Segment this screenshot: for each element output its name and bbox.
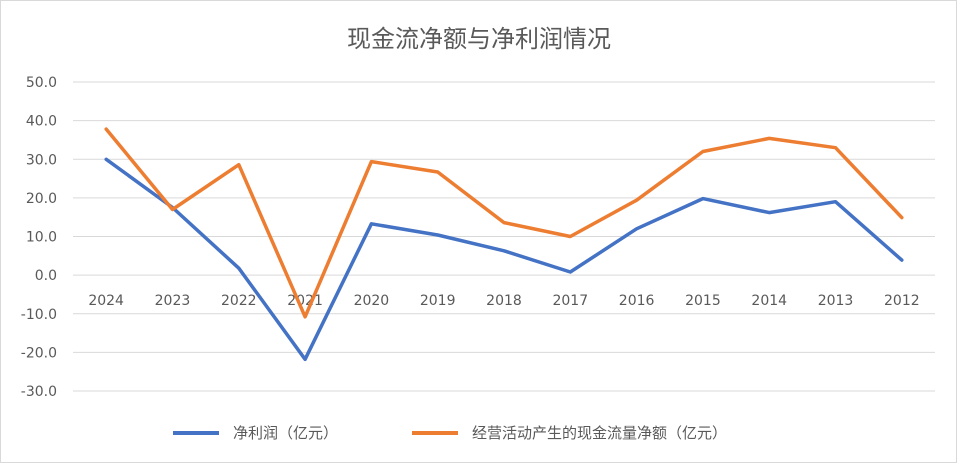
y-tick-label: -30.0: [21, 384, 57, 400]
series-line-2: [104, 127, 904, 319]
y-tick-label: 10.0: [26, 230, 57, 246]
x-tick-label: 2014: [751, 293, 787, 309]
y-tick-label: -10.0: [21, 307, 57, 323]
x-tick-label: 2012: [884, 293, 920, 309]
series-line-1: [104, 157, 904, 362]
x-tick-label: 2023: [155, 293, 191, 309]
y-tick-label: 50.0: [26, 75, 57, 91]
y-axis-ticks: 50.0 40.0 30.0 20.0 10.0 0.0 -10.0 -20.0 -30.0: [21, 75, 57, 400]
x-tick-label: 2016: [619, 293, 655, 309]
x-tick-label: 2018: [486, 293, 522, 309]
y-tick-label: -20.0: [21, 345, 57, 361]
y-tick-label: 0.0: [35, 268, 57, 284]
x-tick-label: 2013: [818, 293, 854, 309]
x-tick-label: 2017: [552, 293, 588, 309]
x-tick-label: 2022: [221, 293, 257, 309]
legend: 净利润（亿元） 经营活动产生的现金流量净额（亿元）: [173, 424, 727, 442]
x-tick-label: 2019: [420, 293, 456, 309]
x-tick-label: 2020: [354, 293, 390, 309]
legend-label-2: 经营活动产生的现金流量净额（亿元）: [472, 424, 727, 442]
y-tick-label: 40.0: [26, 114, 57, 130]
legend-label-1: 净利润（亿元）: [233, 424, 338, 442]
gridlines: [73, 81, 935, 392]
x-tick-label: 2015: [685, 293, 721, 309]
y-tick-label: 30.0: [26, 152, 57, 168]
series-lines: [104, 127, 904, 362]
x-tick-label: 2021: [287, 293, 323, 309]
x-axis-ticks: 2024 2023 2022 2021 2020 2019 2018 2017 2016 2015…: [88, 293, 919, 309]
x-tick-label: 2024: [88, 293, 124, 309]
chart-title: 现金流净额与净利润情况: [347, 25, 611, 53]
y-tick-label: 20.0: [26, 191, 57, 207]
